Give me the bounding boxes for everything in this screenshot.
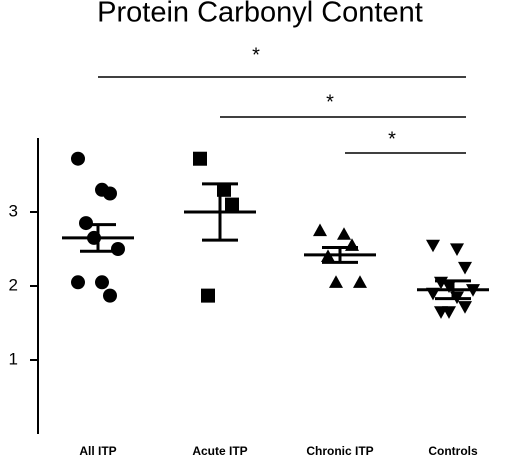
data-point	[71, 151, 85, 166]
data-point	[95, 275, 109, 290]
data-point	[450, 243, 464, 256]
data-point	[337, 227, 351, 240]
x-tick-label: Chronic ITP	[306, 444, 373, 458]
error-bar	[435, 279, 471, 301]
data-point	[442, 306, 456, 319]
chart-title: Protein Carbonyl Content	[97, 0, 423, 29]
data-point	[313, 223, 327, 237]
significance-star: *	[252, 44, 260, 66]
data-point	[458, 261, 472, 275]
x-tick-label: Controls	[428, 444, 478, 458]
data-point	[193, 151, 207, 166]
data-point	[111, 242, 125, 256]
data-point	[329, 275, 343, 288]
data-point	[103, 186, 117, 201]
data-point	[353, 275, 367, 288]
error-bar	[322, 246, 358, 264]
x-tick-label: All ITP	[79, 444, 116, 458]
data-point	[103, 288, 117, 303]
significance-star: *	[388, 128, 396, 150]
x-tick-label: Acute ITP	[192, 444, 247, 458]
y-tick-label: 1	[9, 349, 18, 368]
error-bar	[202, 182, 238, 242]
data-point	[225, 197, 239, 212]
data-point	[71, 275, 85, 290]
y-tick-label: 2	[9, 275, 18, 294]
y-tick-label: 3	[9, 201, 18, 220]
error-bar	[80, 223, 116, 253]
significance-star: *	[326, 91, 334, 113]
data-point	[201, 288, 215, 303]
data-point	[426, 239, 440, 253]
data-point	[458, 301, 472, 314]
